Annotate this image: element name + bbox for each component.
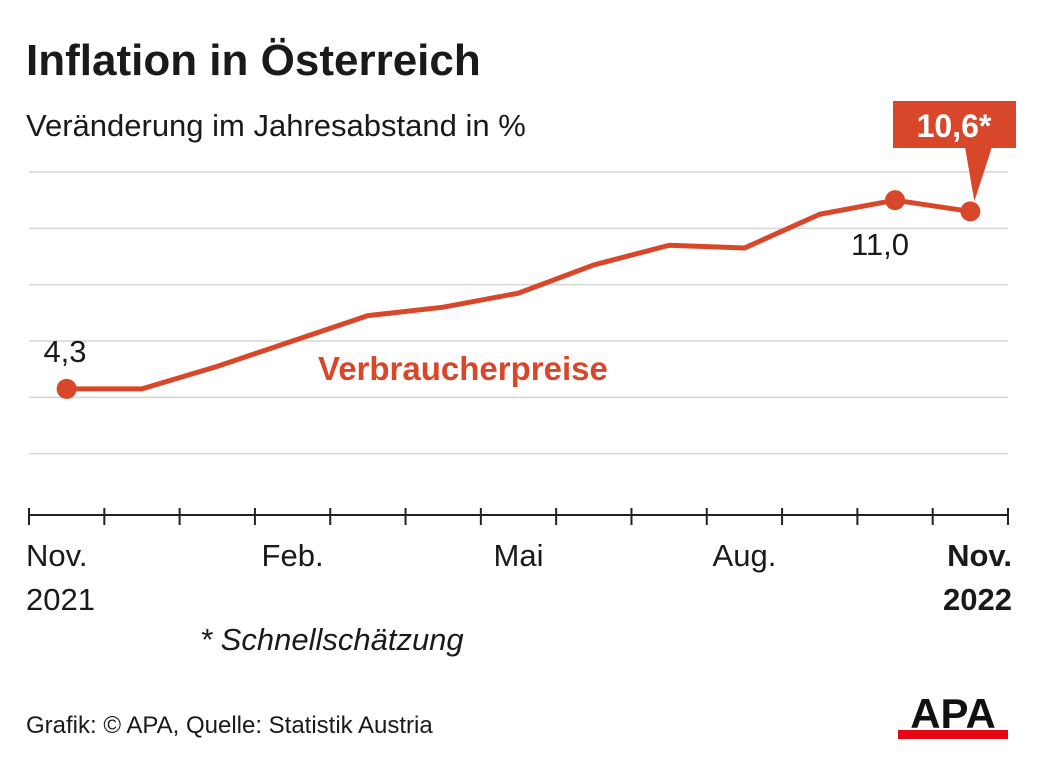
footnote: * Schnellschätzung xyxy=(200,622,464,657)
apa-logo: APA xyxy=(898,692,1008,739)
source-credit: Grafik: © APA, Quelle: Statistik Austria xyxy=(26,712,433,739)
x-tick-label-year: 2022 xyxy=(943,582,1012,617)
x-tick-label: Aug. xyxy=(713,538,777,573)
callout-pointer xyxy=(965,147,992,202)
series-label: Verbraucherpreise xyxy=(318,350,608,387)
x-tick-label: Nov. xyxy=(26,538,87,573)
series-line xyxy=(66,197,971,392)
callout-box xyxy=(893,101,1016,148)
data-label-last: 10,6* xyxy=(917,108,992,144)
x-tick-label: Nov. xyxy=(947,538,1012,573)
data-label-peak: 11,0 xyxy=(851,227,909,262)
x-tick-label: Feb. xyxy=(262,538,324,573)
svg-text:APA: APA xyxy=(910,692,996,737)
chart-subtitle: Veränderung im Jahresabstand in % xyxy=(26,108,526,143)
chart-title: Inflation in Österreich xyxy=(26,36,481,85)
data-label-first: 4,3 xyxy=(43,334,86,369)
x-tick-label-year: 2021 xyxy=(26,582,95,617)
data-point xyxy=(885,190,906,211)
data-point xyxy=(56,378,77,399)
x-tick-label: Mai xyxy=(494,538,544,573)
data-point xyxy=(960,201,981,222)
